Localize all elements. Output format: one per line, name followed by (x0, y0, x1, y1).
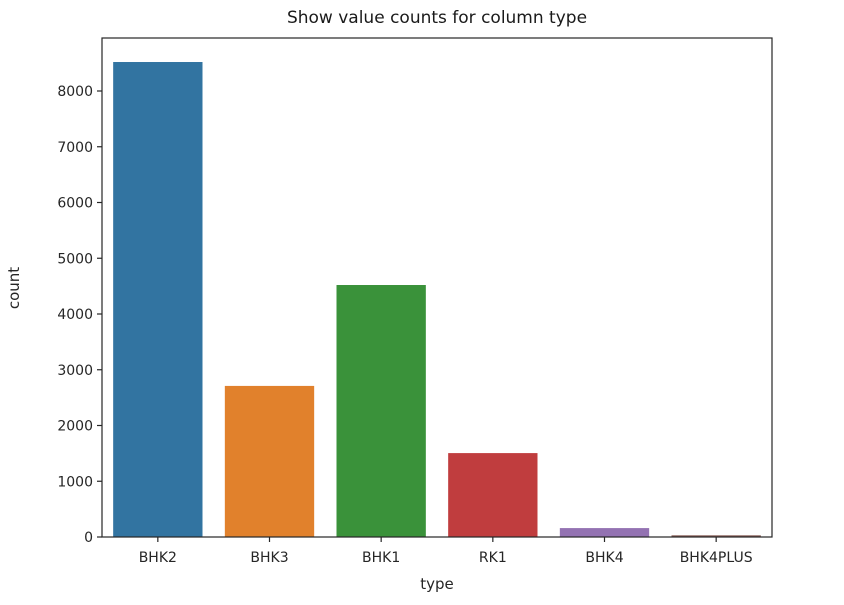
bars-group (113, 62, 761, 537)
y-tick-label: 4000 (57, 307, 93, 323)
y-tick-label: 6000 (57, 196, 93, 212)
bar-bhk3 (224, 385, 315, 537)
x-axis-label: type (420, 575, 454, 593)
y-tick-label: 2000 (57, 419, 93, 435)
y-tick-label: 7000 (57, 140, 93, 156)
x-axis: BHK2 BHK3 BHK1 RK1 BHK4 BHK4PLUS (139, 537, 753, 566)
x-tick-label: BHK4 (585, 550, 623, 566)
chart-title: Show value counts for column type (286, 8, 588, 28)
x-tick-label: BHK2 (139, 550, 177, 566)
y-tick-label: 8000 (57, 84, 93, 100)
y-tick-label: 5000 (57, 251, 93, 267)
bar-bhk1 (336, 285, 426, 537)
y-tick-label: 1000 (57, 474, 93, 490)
bar-rk1 (448, 453, 538, 537)
x-tick-label: BHK1 (362, 550, 400, 566)
bar-bhk4 (559, 528, 650, 537)
bar-bhk4plus (671, 535, 761, 537)
x-tick-label: RK1 (479, 550, 507, 566)
y-tick-label: 0 (84, 530, 93, 546)
plot-frame (101, 37, 773, 538)
bar-bhk2 (113, 62, 203, 537)
x-tick-label: BHK4PLUS (680, 550, 753, 566)
y-axis: 0 1000 2000 3000 4000 5000 6000 7000 8000 (57, 84, 102, 546)
y-tick-label: 3000 (57, 363, 93, 379)
x-tick-label: BHK3 (250, 550, 288, 566)
